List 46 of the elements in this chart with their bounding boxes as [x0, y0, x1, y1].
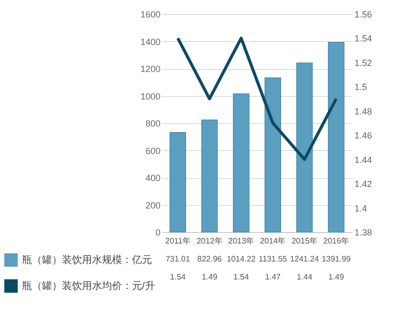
y2-tick-label: 1.46: [354, 130, 372, 141]
bar: [328, 42, 344, 232]
y2-tick-label: 1.44: [354, 154, 372, 165]
legend-label: 瓶（罐）装饮用水规模：亿元: [22, 254, 152, 266]
bar: [232, 94, 250, 232]
bar: [201, 120, 218, 232]
y2-tick-label: 1.54: [354, 34, 372, 44]
data-label: 1.44: [296, 272, 313, 282]
data-label: 1.49: [328, 272, 344, 282]
x-tick-label: 2015年: [292, 236, 318, 246]
y-tick-label: 1200: [140, 64, 160, 74]
y2-tick-label: 1.42: [354, 179, 372, 190]
data-label: 1.54: [233, 272, 250, 282]
data-label: 1241.24: [290, 254, 320, 264]
y2-tick-label: 1.52: [354, 58, 372, 68]
x-tick-label: 2016年: [323, 236, 350, 246]
y-tick-label: 1600: [140, 10, 160, 20]
bar: [170, 132, 186, 232]
y-tick-label: 0: [155, 228, 160, 238]
x-tick-label: 2012年: [196, 236, 222, 246]
x-tick-label: 2014年: [260, 236, 286, 246]
y-tick-label: 600: [145, 146, 160, 156]
line-series: [176, 36, 338, 161]
y2-tick-label: 1.4: [354, 203, 368, 214]
data-label: 1014.22: [226, 254, 256, 264]
data-label: 1.49: [202, 272, 218, 282]
data-label: 1391.99: [322, 254, 352, 264]
bar: [264, 78, 282, 232]
y2-tick-label: 1.56: [354, 10, 372, 20]
bar: [296, 62, 313, 232]
data-label: 1.47: [265, 272, 282, 282]
y2-tick-label: 1.38: [354, 228, 372, 238]
y-tick-label: 1400: [140, 36, 160, 47]
legend-label: 瓶（罐）装饮用水均价：元/升: [22, 280, 155, 292]
data-label: 822.96: [197, 254, 222, 264]
y2-tick-label: 1.48: [354, 106, 372, 116]
y-tick-label: 1000: [140, 91, 160, 102]
data-label: 731.01: [166, 254, 191, 264]
data-label: 1131.55: [258, 254, 288, 264]
y-tick-label: 200: [145, 200, 160, 210]
data-label: 1.54: [170, 272, 186, 282]
x-tick-label: 2011年: [165, 236, 190, 246]
y-tick-label: 800: [145, 118, 160, 128]
x-tick-label: 2013年: [228, 236, 254, 246]
y2-tick-label: 1.5: [354, 82, 368, 92]
y-tick-label: 400: [145, 173, 160, 183]
